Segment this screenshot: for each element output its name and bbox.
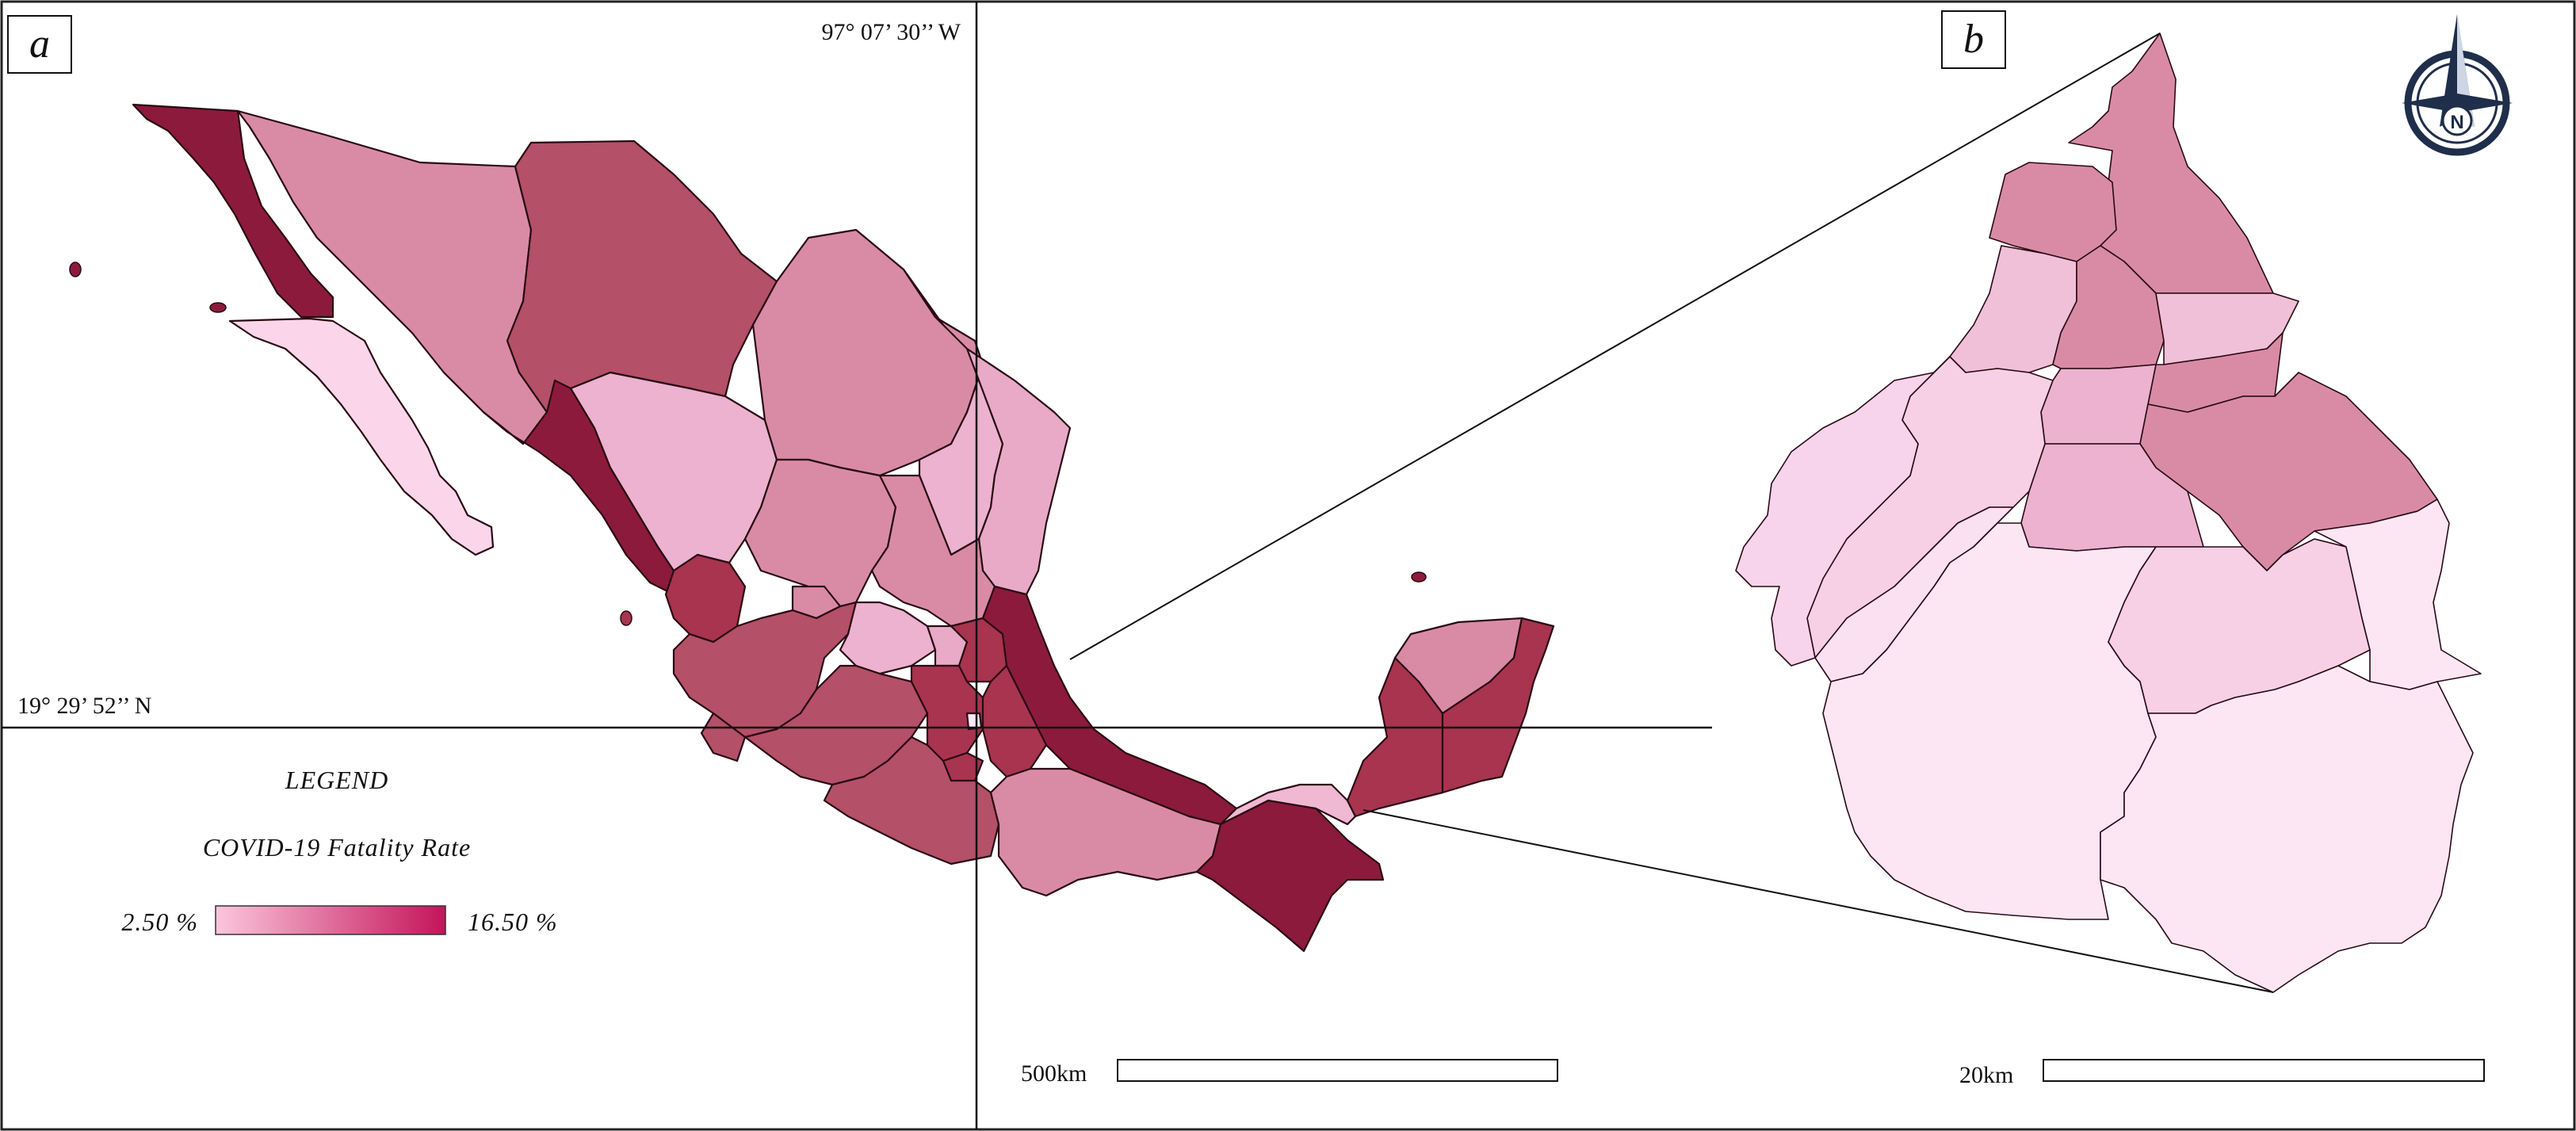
legend-max-label: 16.50 % bbox=[468, 907, 558, 936]
legend: LEGEND COVID-19 Fatality Rate 2.50 % 16.… bbox=[121, 766, 558, 936]
scale-bar-main-label: 500km bbox=[1021, 1060, 1087, 1087]
panel-a-label: a bbox=[29, 21, 50, 67]
longitude-label: 97° 07’ 30’’ W bbox=[821, 19, 961, 45]
north-arrow-icon: N bbox=[2402, 14, 2513, 156]
panel-a-label-box bbox=[7, 15, 72, 74]
panel-b-label: b bbox=[1963, 17, 1984, 62]
cdmx-inset-map bbox=[1735, 32, 2482, 993]
latitude-label: 19° 29’ 52’’ N bbox=[17, 693, 151, 719]
island-3 bbox=[620, 610, 633, 626]
island-1 bbox=[69, 262, 82, 277]
zoom-connector-bottom bbox=[1363, 809, 2274, 993]
island-2 bbox=[209, 302, 227, 313]
scale-bar-main bbox=[1117, 1059, 1558, 1082]
scale-bar-inset-label: 20km bbox=[1959, 1062, 2013, 1088]
north-letter: N bbox=[2450, 112, 2463, 133]
scale-bar-inset bbox=[2043, 1059, 2485, 1082]
legend-color-bar bbox=[215, 905, 446, 935]
state-chiapas[interactable] bbox=[1195, 799, 1385, 953]
state-quintana-roo[interactable] bbox=[1441, 617, 1555, 794]
island-4 bbox=[1411, 571, 1427, 583]
state-colima[interactable] bbox=[700, 712, 747, 762]
legend-min-label: 2.50 % bbox=[121, 907, 198, 936]
borough-benito-juarez[interactable] bbox=[2040, 364, 2157, 445]
state-baja-california-sur[interactable] bbox=[228, 317, 495, 556]
borough-milpa-alta[interactable] bbox=[2100, 665, 2474, 993]
state-jalisco[interactable] bbox=[672, 601, 858, 739]
legend-title: LEGEND bbox=[285, 766, 388, 794]
state-baja-california[interactable] bbox=[132, 103, 334, 319]
borough-cuajimalpa[interactable] bbox=[1735, 356, 1951, 667]
mexico-map bbox=[69, 103, 1555, 953]
panel-b-label-box bbox=[1941, 10, 2006, 69]
legend-subtitle: COVID-19 Fatality Rate bbox=[203, 833, 471, 862]
zoom-connector-top bbox=[1069, 32, 2161, 660]
state-mexico[interactable] bbox=[910, 664, 984, 762]
borough-tlahuac[interactable] bbox=[2314, 499, 2482, 690]
